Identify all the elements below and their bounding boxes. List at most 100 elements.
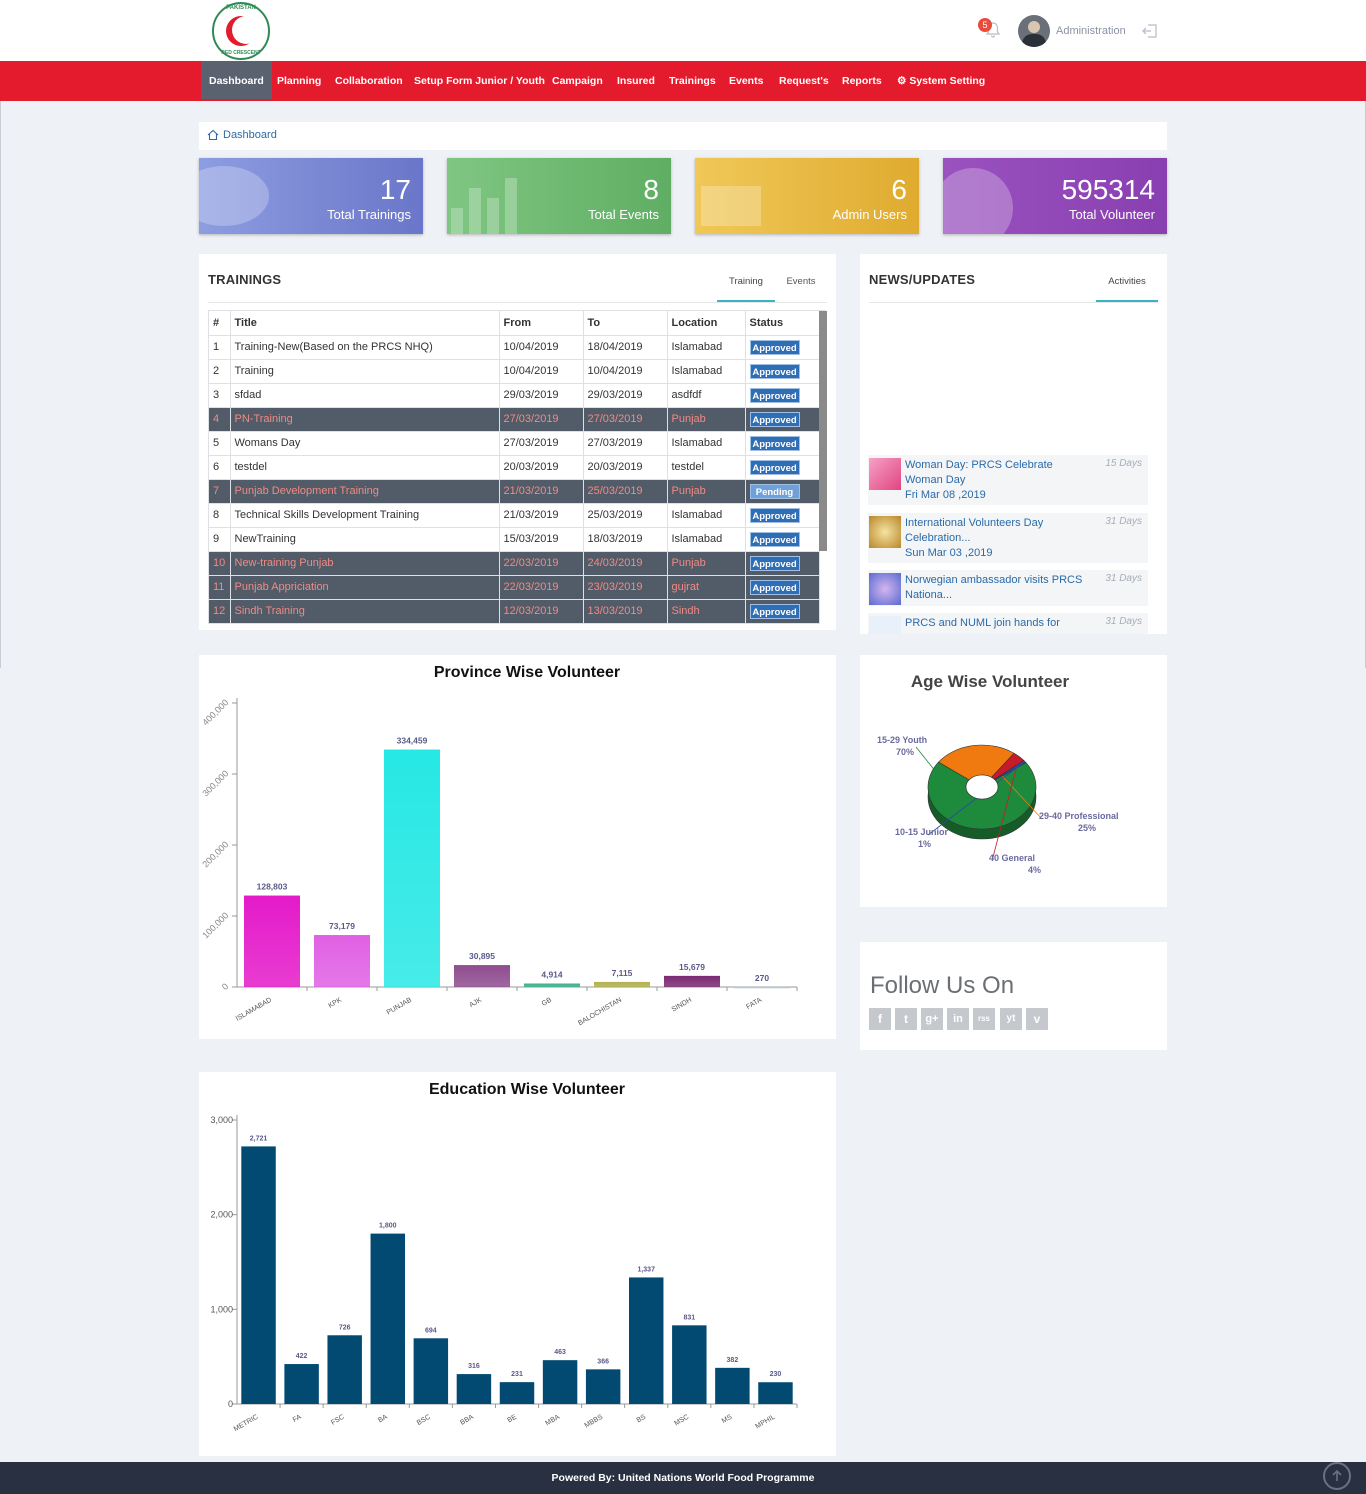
tab-training[interactable]: Training bbox=[717, 276, 775, 302]
bar bbox=[454, 965, 510, 987]
nav-requests[interactable]: Request's bbox=[779, 75, 829, 87]
table-row[interactable]: 11 Punjab Appriciation 22/03/2019 23/03/201… bbox=[209, 575, 820, 600]
status-badge[interactable]: Approved bbox=[749, 531, 800, 547]
status-badge[interactable]: Approved bbox=[749, 387, 800, 403]
vimeo-icon[interactable]: v bbox=[1026, 1008, 1048, 1030]
cell-location: Punjab bbox=[667, 407, 746, 432]
nav-reports[interactable]: Reports bbox=[842, 75, 882, 87]
nav-campaign[interactable]: Campaign bbox=[552, 75, 603, 87]
pie-percent: 25% bbox=[1078, 823, 1096, 833]
table-row[interactable]: 9 NewTraining 15/03/2019 18/03/2019 Islamaba… bbox=[209, 527, 820, 552]
table-row[interactable]: 8 Technical Skills Development Training 21… bbox=[209, 503, 820, 528]
news-item[interactable]: Norwegian ambassador visits PRCS Nationa… bbox=[868, 570, 1148, 606]
nav-trainings[interactable]: Trainings bbox=[669, 75, 716, 87]
table-scrollbar[interactable] bbox=[819, 311, 827, 551]
cell-location: gujrat bbox=[667, 575, 746, 600]
table-row[interactable]: 1 Training-New(Based on the PRCS NHQ) 10/0… bbox=[209, 335, 820, 360]
status-badge[interactable]: Approved bbox=[749, 555, 800, 571]
linkedin-icon[interactable]: in bbox=[947, 1008, 969, 1030]
data-label: 30,895 bbox=[469, 951, 495, 961]
tab-events[interactable]: Events bbox=[786, 276, 816, 287]
table-row[interactable]: 6 testdel 20/03/2019 20/03/2019 testdel Appro… bbox=[209, 455, 820, 480]
cell-number: 2 bbox=[209, 359, 231, 384]
table-row[interactable]: 3 sfdad 29/03/2019 29/03/2019 asdfdf Approved bbox=[209, 383, 820, 408]
table-row[interactable]: 4 PN-Training 27/03/2019 27/03/2019 Punjab Ap… bbox=[209, 407, 820, 432]
x-tick-label: KPK bbox=[327, 997, 343, 1010]
news-item[interactable]: PRCS and NUML join hands for 31 Days bbox=[868, 613, 1148, 634]
table-row[interactable]: 5 Womans Day 27/03/2019 27/03/2019 Islamabad… bbox=[209, 431, 820, 456]
table-row[interactable]: 2 Training 10/04/2019 10/04/2019 Islamabad Ap… bbox=[209, 359, 820, 384]
status-badge[interactable]: Approved bbox=[749, 411, 800, 427]
nav-events[interactable]: Events bbox=[729, 75, 764, 87]
status-badge[interactable]: Approved bbox=[749, 435, 800, 451]
status-badge[interactable]: Approved bbox=[749, 579, 800, 595]
cell-to: 25/03/2019 bbox=[583, 503, 668, 528]
status-badge[interactable]: Approved bbox=[749, 603, 800, 619]
news-thumbnail bbox=[869, 573, 901, 605]
table-row[interactable]: 7 Punjab Development Training 21/03/2019 25… bbox=[209, 479, 820, 504]
table-row[interactable]: 12 Sindh Training 12/03/2019 13/03/2019 Sind… bbox=[209, 599, 820, 624]
news-item-title[interactable]: International Volunteers Day Celebration… bbox=[905, 517, 1044, 544]
data-label: 366 bbox=[597, 1358, 609, 1365]
nav-dashboard[interactable]: Dashboard bbox=[201, 61, 272, 99]
logout-icon[interactable] bbox=[1142, 23, 1158, 39]
nav-setup-form[interactable]: Setup Form Junior / Youth bbox=[414, 75, 545, 87]
col-title[interactable]: Title bbox=[230, 311, 500, 336]
nav-system-setting[interactable]: ⚙ System Setting bbox=[897, 75, 986, 87]
news-item[interactable]: International Volunteers Day Celebration… bbox=[868, 513, 1148, 563]
trainings-title: TRAININGS bbox=[208, 272, 282, 287]
home-icon[interactable] bbox=[207, 129, 219, 141]
news-item-ago: 31 Days bbox=[1105, 616, 1142, 627]
data-label: 1,800 bbox=[379, 1223, 397, 1230]
cell-title: Technical Skills Development Training bbox=[230, 503, 500, 528]
logo-text-bottom: RED CRESCENT bbox=[221, 50, 261, 56]
col-from[interactable]: From bbox=[499, 311, 584, 336]
cell-status: Approved bbox=[745, 551, 820, 576]
nav-insured[interactable]: Insured bbox=[617, 75, 655, 87]
stat-tile-total-volunteer[interactable]: 595314 Total Volunteer bbox=[943, 158, 1167, 234]
stat-tile-events[interactable]: 8 Total Events bbox=[447, 158, 671, 234]
stat-tile-admin-users[interactable]: 6 Admin Users bbox=[695, 158, 919, 234]
notification-badge[interactable]: 5 bbox=[978, 18, 992, 32]
stat-tile-trainings[interactable]: 17 Total Trainings bbox=[199, 158, 423, 234]
news-item-ago: 15 Days bbox=[1105, 458, 1142, 469]
news-item-title[interactable]: Woman Day: PRCS Celebrate Woman Day bbox=[905, 459, 1053, 486]
status-badge[interactable]: Approved bbox=[749, 507, 800, 523]
data-label: 128,803 bbox=[257, 882, 288, 892]
status-badge[interactable]: Approved bbox=[749, 339, 800, 355]
col-number[interactable]: # bbox=[209, 311, 231, 336]
google-plus-icon[interactable]: g+ bbox=[921, 1008, 943, 1030]
pie-label: 40 General bbox=[989, 853, 1035, 863]
nav-collaboration[interactable]: Collaboration bbox=[335, 75, 403, 87]
avatar[interactable] bbox=[1018, 15, 1050, 47]
youtube-icon[interactable]: yt bbox=[1000, 1008, 1022, 1030]
col-to[interactable]: To bbox=[583, 311, 668, 336]
status-badge[interactable]: Approved bbox=[749, 363, 800, 379]
age-chart-panel: Age Wise Volunteer 15-29 Youth 70% 29-40 Pr… bbox=[860, 655, 1167, 907]
cell-title: NewTraining bbox=[230, 527, 500, 552]
table-row[interactable]: 10 New-training Punjab 22/03/2019 24/03/201… bbox=[209, 551, 820, 576]
col-status[interactable]: Status bbox=[745, 311, 820, 336]
news-item[interactable]: Woman Day: PRCS Celebrate Woman Day Fri … bbox=[868, 455, 1148, 505]
chart-title: Age Wise Volunteer bbox=[911, 672, 1070, 691]
cell-from: 15/03/2019 bbox=[499, 527, 584, 552]
prcs-logo[interactable]: PAKISTAN RED CRESCENT bbox=[212, 2, 270, 60]
pie-percent: 1% bbox=[918, 839, 931, 849]
rss-icon[interactable]: rss bbox=[973, 1008, 995, 1030]
news-item-title[interactable]: PRCS and NUML join hands for bbox=[905, 617, 1060, 629]
cell-from: 20/03/2019 bbox=[499, 455, 584, 480]
facebook-icon[interactable]: f bbox=[869, 1008, 891, 1030]
user-name[interactable]: Administration bbox=[1056, 25, 1126, 37]
nav-planning[interactable]: Planning bbox=[277, 75, 322, 87]
follow-title: Follow Us On bbox=[870, 972, 1015, 999]
twitter-icon[interactable]: t bbox=[895, 1008, 917, 1030]
cell-status: Approved bbox=[745, 455, 820, 480]
col-location[interactable]: Location bbox=[667, 311, 746, 336]
news-item-title[interactable]: Norwegian ambassador visits PRCS Nationa… bbox=[905, 574, 1083, 601]
y-tick-label: 1,000 bbox=[210, 1304, 233, 1314]
tab-activities[interactable]: Activities bbox=[1096, 276, 1158, 302]
status-badge[interactable]: Approved bbox=[749, 459, 800, 475]
scroll-top-button[interactable] bbox=[1323, 1462, 1351, 1490]
status-badge[interactable]: Pending bbox=[749, 483, 800, 499]
breadcrumb-dashboard[interactable]: Dashboard bbox=[223, 129, 277, 141]
